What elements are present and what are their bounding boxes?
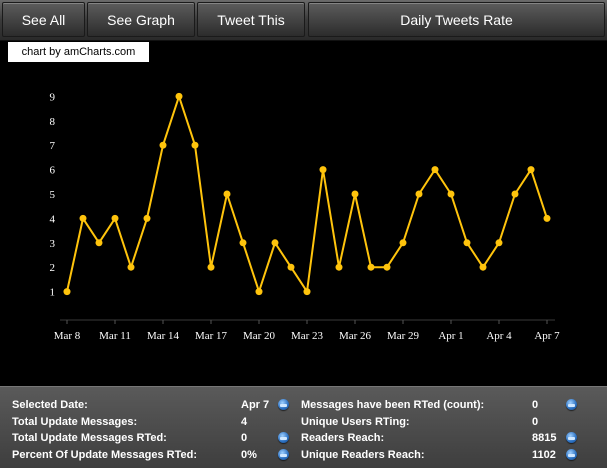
data-point[interactable] [384,264,391,271]
data-point[interactable] [304,288,311,295]
data-point[interactable] [544,215,551,222]
y-tick-label: 2 [50,262,56,274]
y-tick-label: 4 [50,213,56,225]
x-tick-label: Mar 20 [243,330,276,342]
amcharts-credit-link[interactable]: chart by amCharts.com [8,42,149,62]
y-tick-label: 1 [50,287,56,299]
see-graph-button[interactable]: See Graph [87,2,195,37]
readers-reach-value: 8815 [532,432,556,444]
see-all-button[interactable]: See All [2,2,85,37]
data-point[interactable] [96,239,103,246]
x-tick-label: Mar 23 [291,330,324,342]
tweet-this-button[interactable]: Tweet This [197,2,305,37]
readers-reach-info-icon[interactable] [566,432,577,443]
x-tick-label: Mar 11 [99,330,131,342]
data-point[interactable] [512,191,519,198]
data-point[interactable] [224,191,231,198]
chart-svg: 1 2 3 4 5 6 7 8 9 Mar 8 Mar 11 Mar 14 Mar 17 Mar 20 Ma… [0,62,607,384]
chart-title-bar: Daily Tweets Rate [308,2,605,37]
x-tick-label: Apr 1 [438,330,463,342]
x-tick-label: Apr 7 [534,330,560,342]
y-tick-label: 7 [50,140,56,152]
data-point[interactable] [256,288,263,295]
data-point[interactable] [400,239,407,246]
rted-count-value: 0 [532,399,538,411]
percent-rted-info-icon[interactable] [278,449,289,460]
y-tick-label: 3 [50,238,56,250]
data-point[interactable] [528,166,535,173]
data-point[interactable] [160,142,167,149]
readers-reach-label: Readers Reach: [301,432,384,444]
stats-panel: Selected Date: Apr 7 Total Update Messag… [0,386,607,468]
data-point[interactable] [192,142,199,149]
total-updates-value: 4 [241,416,247,428]
rted-count-info-icon[interactable] [566,399,577,410]
line-chart: 1 2 3 4 5 6 7 8 9 Mar 8 Mar 11 Mar 14 Mar 17 Mar 20 Ma… [0,62,607,384]
percent-rted-value: 0% [241,449,257,461]
data-point[interactable] [240,239,247,246]
unique-users-value: 0 [532,416,538,428]
selected-date-value: Apr 7 [241,399,269,411]
x-tick-label: Mar 26 [339,330,372,342]
total-rted-info-icon[interactable] [278,432,289,443]
data-point[interactable] [352,191,359,198]
data-point[interactable] [128,264,135,271]
data-point[interactable] [112,215,119,222]
data-point[interactable] [176,93,183,100]
data-point[interactable] [272,239,279,246]
total-rted-label: Total Update Messages RTed: [12,432,167,444]
data-point[interactable] [368,264,375,271]
total-updates-label: Total Update Messages: [12,416,137,428]
data-point[interactable] [448,191,455,198]
data-point[interactable] [464,239,471,246]
data-point[interactable] [80,215,87,222]
data-point[interactable] [416,191,423,198]
data-point[interactable] [480,264,487,271]
data-point[interactable] [208,264,215,271]
unique-readers-info-icon[interactable] [566,449,577,460]
data-point[interactable] [496,239,503,246]
unique-users-label: Unique Users RTing: [301,416,410,428]
y-tick-label: 9 [50,91,56,103]
selected-date-label: Selected Date: [12,399,88,411]
total-rted-value: 0 [241,432,247,444]
data-point[interactable] [64,288,71,295]
x-tick-label: Mar 29 [387,330,420,342]
x-tick-label: Apr 4 [486,330,512,342]
data-point[interactable] [336,264,343,271]
data-point[interactable] [432,166,439,173]
data-point[interactable] [144,215,151,222]
selected-date-info-icon[interactable] [278,399,289,410]
unique-readers-label: Unique Readers Reach: [301,449,424,461]
series-line [67,96,547,291]
y-tick-label: 6 [50,165,56,177]
y-tick-label: 5 [50,189,56,201]
data-point[interactable] [320,166,327,173]
x-tick-label: Mar 14 [147,330,180,342]
y-tick-label: 8 [50,116,56,128]
x-tick-label: Mar 8 [54,330,81,342]
x-tick-label: Mar 17 [195,330,228,342]
unique-readers-value: 1102 [532,449,556,461]
rted-count-label: Messages have been RTed (count): [301,399,484,411]
toolbar: See All See Graph Tweet This Daily Tweet… [0,0,607,41]
percent-rted-label: Percent Of Update Messages RTed: [12,449,197,461]
data-point[interactable] [288,264,295,271]
